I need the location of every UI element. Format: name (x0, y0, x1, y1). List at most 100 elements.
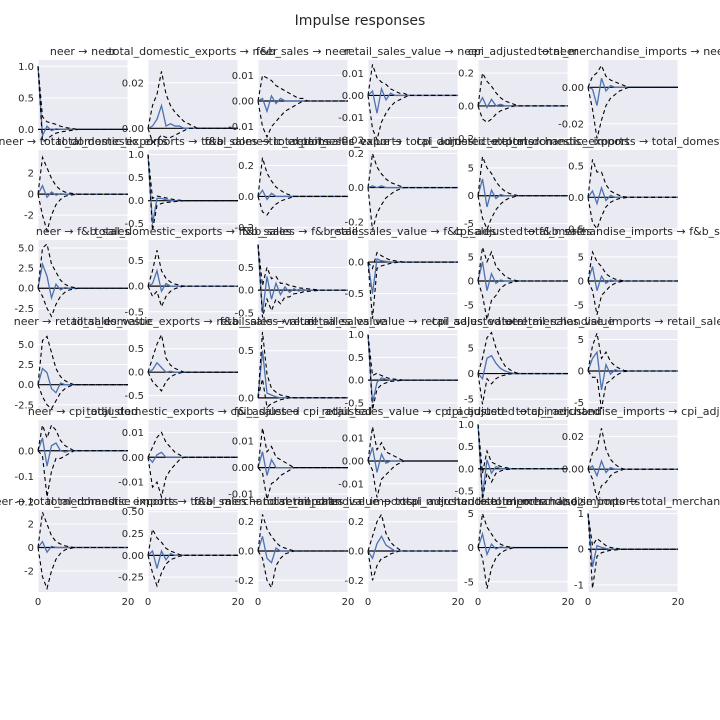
y-tick-label: -0.01 (338, 479, 364, 490)
y-tick-label: -0.01 (228, 490, 254, 501)
lower-band-line (587, 468, 678, 501)
panel-title: total_merchandise_imports → total_domest… (486, 135, 720, 148)
y-tick-label: 0.01 (232, 71, 254, 82)
y-tick-label: -2 (24, 211, 34, 222)
upper-band-line (477, 156, 568, 197)
panel-title: neer → cpi_adjusted (28, 405, 138, 418)
lower-band-line (37, 384, 128, 410)
irf-panel: 0.01 0.00 -0.01 total_domestic_exports → cp… (86, 405, 300, 502)
panel-title: cpi_adjusted → f&b_sales (454, 225, 593, 238)
plot-area (148, 510, 238, 592)
y-tick-label: 0.5 (128, 344, 144, 355)
y-tick-label: 0.0 (238, 393, 254, 404)
panel-title: total_merchandise_imports → cpi_adjusted (516, 405, 720, 418)
y-tick-label: 0.00 (232, 463, 254, 474)
x-tick-label: 0 (585, 597, 591, 608)
lower-band-line (147, 154, 238, 231)
lower-band-line (367, 94, 458, 142)
plot-area (368, 60, 458, 142)
plot-area (368, 330, 458, 412)
irf-panel: 0.00 -0.02 total_merchandise_imports → nee… (538, 45, 720, 142)
plot-area (588, 510, 678, 592)
y-tick-label: 0.50 (122, 507, 144, 518)
y-tick-label: -0.02 (558, 119, 584, 130)
lower-band-line (587, 196, 678, 231)
lower-band-line (367, 261, 458, 319)
irf-panel: 0.01 0.00 -0.01 f&b_sales → neer (228, 45, 351, 142)
y-tick-label: 2.5 (18, 264, 34, 275)
lower-band-line (37, 193, 128, 233)
plot-area (258, 150, 348, 232)
y-tick-label: -0.01 (228, 122, 254, 133)
lower-band-line (587, 513, 678, 589)
plot-area (38, 240, 128, 322)
y-tick-label: -0.5 (344, 289, 364, 300)
plot-area (148, 240, 238, 322)
irf-panel: 0.2 0.0 -0.2 cpi_adjusted → neer (454, 45, 578, 145)
panel-title: retail_sales_value → retail_sales_value (308, 315, 519, 328)
y-tick-label: 0 (578, 277, 584, 288)
y-tick-label: 0.0 (348, 183, 364, 194)
panel-title: total_domestic_exports → neer (108, 45, 278, 58)
y-tick-label: 0.5 (128, 173, 144, 184)
irf-panel: 0.0 -0.5 retail_sales_value → f&b_sales (330, 225, 496, 322)
lower-band-line (147, 371, 238, 392)
upper-band-line (257, 514, 348, 552)
y-tick-label: 1 (578, 509, 584, 520)
plot-area (148, 420, 238, 502)
y-tick-label: 0.01 (342, 69, 364, 80)
panel-title: total_merchandise_imports → total_mercha… (476, 495, 720, 508)
y-tick-label: 0.00 (122, 453, 144, 464)
y-tick-label: 0 (28, 190, 34, 201)
lower-band-line (257, 467, 348, 500)
plot-area (478, 60, 568, 142)
lower-band-line (587, 370, 678, 409)
lower-band-line (37, 546, 128, 591)
irf-panel: 0.2 0.0 -0.2 f&b_sales → total_domestic_exp… (204, 135, 401, 234)
panel-title: neer → f&b_sales (36, 225, 130, 238)
y-tick-label: 0.0 (568, 193, 584, 204)
y-tick-label: -0.5 (124, 391, 144, 402)
panel-title: f&b_sales → total_domestic_exports (204, 135, 401, 148)
y-tick-label: 5.0 (18, 244, 34, 255)
x-tick-label: 20 (342, 597, 355, 608)
y-tick-label: -0.5 (124, 219, 144, 230)
irf-panel: 1.0 0.5 0.0 -0.5 total_domestic_exports → to… (57, 135, 329, 232)
panel-title: neer → total_domestic_exports (0, 135, 168, 148)
y-tick-label: -0.01 (118, 478, 144, 489)
y-tick-label: 0.00 (232, 97, 254, 108)
upper-band-line (147, 431, 238, 458)
panel-title: f&b_sales → f&b_sales (242, 225, 364, 238)
panel-title: total_domestic_exports → total_merchandi… (46, 495, 340, 508)
y-tick-label: 0.0 (458, 101, 474, 112)
irf-panel: 0.500.250.00-0.250 20total_domestic_expor… (46, 495, 340, 608)
y-tick-label: 5 (468, 509, 474, 520)
y-tick-label: 0.00 (342, 91, 364, 102)
plot-area (478, 420, 568, 502)
y-tick-label: -5 (464, 577, 474, 588)
y-tick-label: 1.0 (18, 62, 34, 73)
figure-title: Impulse responses (295, 13, 426, 29)
y-tick-label: 0 (468, 191, 474, 202)
lower-band-line (587, 280, 678, 315)
lower-band-line (257, 378, 348, 409)
y-tick-label: 0.0 (18, 380, 34, 391)
lower-band-line (477, 424, 568, 500)
y-tick-label: -0.2 (14, 498, 34, 509)
plot-area (368, 240, 458, 322)
upper-band-line (587, 428, 678, 470)
irf-panel: 0.0 -0.1 -0.2 neer → cpi_adjusted (14, 405, 138, 509)
x-tick-label: 0 (475, 597, 481, 608)
y-tick-label: -0.02 (558, 498, 584, 509)
y-tick-label: -0.5 (564, 224, 584, 235)
y-tick-label: 0.0 (458, 464, 474, 475)
upper-band-line (477, 424, 568, 474)
panel-title: total_merchandise_imports → retail_sales… (502, 315, 720, 328)
y-tick-label: 0 (468, 369, 474, 380)
panel-title: total_domestic_exports → total_domestic_… (57, 135, 329, 148)
y-tick-label: -0.5 (124, 307, 144, 318)
